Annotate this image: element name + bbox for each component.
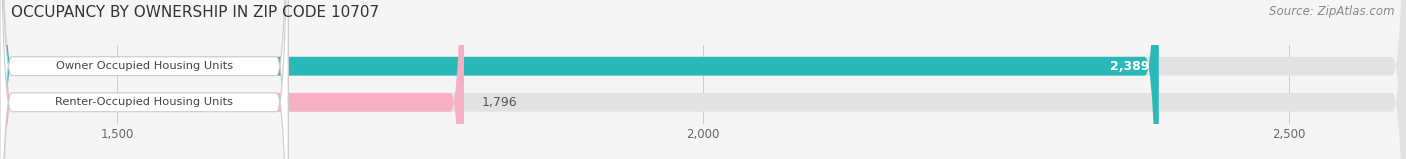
Text: 1,796: 1,796 <box>481 96 517 109</box>
FancyBboxPatch shape <box>0 0 1159 159</box>
FancyBboxPatch shape <box>0 0 288 159</box>
Text: 2,389: 2,389 <box>1109 60 1149 73</box>
Text: Owner Occupied Housing Units: Owner Occupied Housing Units <box>56 61 232 71</box>
Text: OCCUPANCY BY OWNERSHIP IN ZIP CODE 10707: OCCUPANCY BY OWNERSHIP IN ZIP CODE 10707 <box>11 5 380 20</box>
Text: Source: ZipAtlas.com: Source: ZipAtlas.com <box>1270 5 1395 18</box>
Text: Renter-Occupied Housing Units: Renter-Occupied Housing Units <box>55 97 233 107</box>
FancyBboxPatch shape <box>0 0 464 159</box>
FancyBboxPatch shape <box>0 0 288 159</box>
